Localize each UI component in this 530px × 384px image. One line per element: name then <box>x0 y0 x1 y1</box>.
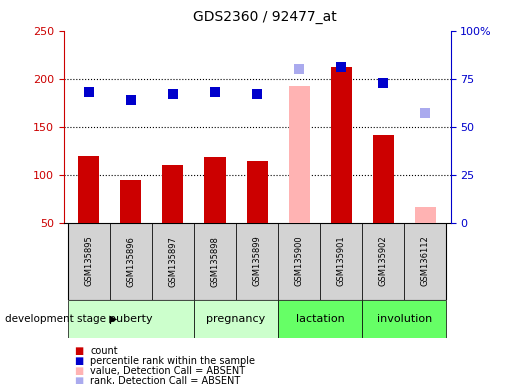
Text: GSM135895: GSM135895 <box>84 236 93 286</box>
Bar <box>236 223 278 300</box>
Text: GSM135896: GSM135896 <box>126 236 135 286</box>
Text: GSM136112: GSM136112 <box>421 236 430 286</box>
Text: ■: ■ <box>74 346 83 356</box>
Text: GSM135899: GSM135899 <box>253 236 261 286</box>
Point <box>379 79 387 86</box>
Bar <box>278 300 362 338</box>
Text: value, Detection Call = ABSENT: value, Detection Call = ABSENT <box>90 366 245 376</box>
Point <box>295 66 303 72</box>
Point <box>253 91 261 97</box>
Bar <box>162 165 183 223</box>
Text: rank, Detection Call = ABSENT: rank, Detection Call = ABSENT <box>90 376 240 384</box>
Text: ■: ■ <box>74 376 83 384</box>
Bar <box>415 207 436 223</box>
Text: involution: involution <box>377 314 432 324</box>
Text: GSM135901: GSM135901 <box>337 236 346 286</box>
Bar <box>194 223 236 300</box>
Text: lactation: lactation <box>296 314 344 324</box>
Text: pregnancy: pregnancy <box>206 314 266 324</box>
Point <box>337 64 346 70</box>
Bar <box>205 157 225 223</box>
Point <box>85 89 93 95</box>
Bar <box>78 156 99 223</box>
Point <box>127 97 135 103</box>
Bar <box>289 86 310 223</box>
Bar <box>362 223 404 300</box>
Text: GSM135902: GSM135902 <box>379 236 388 286</box>
Bar <box>373 136 394 223</box>
Text: count: count <box>90 346 118 356</box>
Text: development stage ▶: development stage ▶ <box>5 314 118 324</box>
Text: GSM135900: GSM135900 <box>295 236 304 286</box>
Bar <box>194 300 278 338</box>
Text: ■: ■ <box>74 366 83 376</box>
Bar <box>246 161 268 223</box>
Bar <box>120 180 142 223</box>
Text: percentile rank within the sample: percentile rank within the sample <box>90 356 255 366</box>
Bar <box>362 300 446 338</box>
Text: puberty: puberty <box>109 314 153 324</box>
Text: GSM135898: GSM135898 <box>210 236 219 286</box>
Point <box>211 89 219 95</box>
Bar <box>68 223 110 300</box>
Text: GSM135897: GSM135897 <box>169 236 178 286</box>
Bar <box>110 223 152 300</box>
Bar <box>68 300 194 338</box>
Bar <box>404 223 446 300</box>
Text: ■: ■ <box>74 356 83 366</box>
Bar <box>331 67 352 223</box>
Point <box>421 110 429 116</box>
Bar <box>320 223 362 300</box>
Bar <box>278 223 320 300</box>
Point <box>169 91 177 97</box>
Bar <box>152 223 194 300</box>
Text: GDS2360 / 92477_at: GDS2360 / 92477_at <box>193 10 337 23</box>
